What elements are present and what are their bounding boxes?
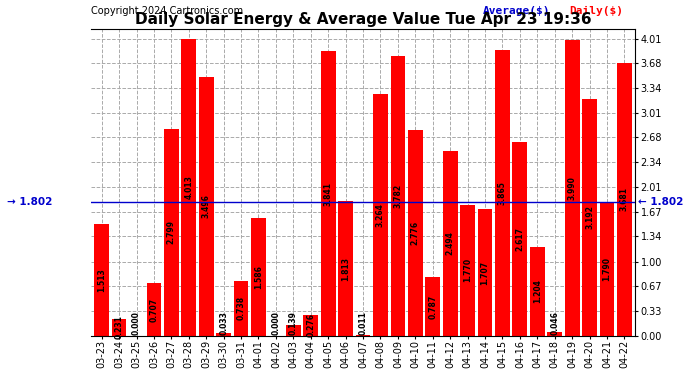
Bar [338,201,353,336]
Bar [199,77,214,336]
Bar [216,333,231,336]
Bar [617,63,632,336]
Text: 1.813: 1.813 [341,256,350,280]
Text: 2.776: 2.776 [411,221,420,245]
Text: → 1.802: → 1.802 [7,197,52,207]
Bar [460,205,475,336]
Bar [495,50,510,336]
Bar [408,130,423,336]
Bar [425,278,440,336]
Bar [164,129,179,336]
Text: 0.276: 0.276 [306,314,315,338]
Text: 0.011: 0.011 [359,311,368,335]
Text: 1.513: 1.513 [97,268,106,291]
Bar [373,94,388,336]
Text: 3.264: 3.264 [376,203,385,227]
Text: 1.770: 1.770 [463,258,472,282]
Bar [112,318,126,336]
Text: 0.787: 0.787 [428,294,437,319]
Text: 1.204: 1.204 [533,279,542,303]
Bar [530,246,544,336]
Bar [547,332,562,336]
Bar [321,51,335,336]
Text: 0.000: 0.000 [132,311,141,335]
Text: 0.707: 0.707 [150,297,159,321]
Text: 2.617: 2.617 [515,227,524,251]
Title: Daily Solar Energy & Average Value Tue Apr 23 19:36: Daily Solar Energy & Average Value Tue A… [135,12,591,27]
Text: Copyright 2024 Cartronics.com: Copyright 2024 Cartronics.com [91,6,244,16]
Bar [582,99,597,336]
Text: 3.681: 3.681 [620,188,629,211]
Text: 0.000: 0.000 [271,311,280,335]
Bar [304,315,318,336]
Bar [564,40,580,336]
Text: 2.494: 2.494 [446,231,455,255]
Bar [95,224,109,336]
Text: 3.192: 3.192 [585,206,594,230]
Text: Average($): Average($) [483,6,550,16]
Bar [355,335,371,336]
Text: ← 1.802: ← 1.802 [638,197,683,207]
Text: 3.865: 3.865 [498,181,507,205]
Text: 3.990: 3.990 [568,176,577,200]
Text: Daily($): Daily($) [570,6,624,16]
Bar [181,39,196,336]
Text: 0.033: 0.033 [219,311,228,335]
Text: 0.231: 0.231 [115,315,124,339]
Text: 3.782: 3.782 [393,184,402,208]
Bar [234,281,248,336]
Bar [251,218,266,336]
Bar [286,326,301,336]
Bar [443,151,457,336]
Text: 4.013: 4.013 [184,175,193,199]
Bar [477,209,493,336]
Text: 1.790: 1.790 [602,257,611,281]
Text: 0.046: 0.046 [550,311,559,335]
Text: 1.707: 1.707 [480,260,489,285]
Text: 2.799: 2.799 [167,220,176,244]
Text: 0.738: 0.738 [237,296,246,320]
Text: 3.841: 3.841 [324,182,333,206]
Bar [600,203,614,336]
Text: 3.496: 3.496 [201,194,210,218]
Bar [391,56,405,336]
Text: 0.139: 0.139 [289,311,298,335]
Text: 1.586: 1.586 [254,265,263,289]
Bar [513,142,527,336]
Bar [146,284,161,336]
